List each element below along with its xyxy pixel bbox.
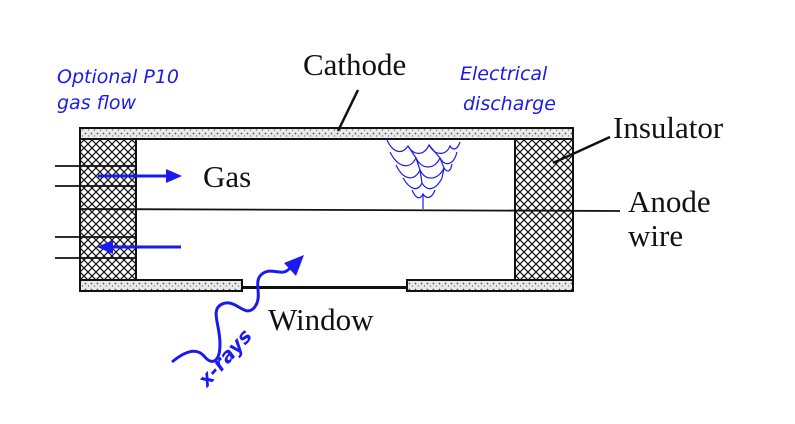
cathode-bottom-wall-right: [406, 279, 574, 292]
anode-wire: [79, 208, 621, 212]
anode-label-line1: Anode: [628, 184, 711, 219]
electrical-discharge-label-line2: discharge: [463, 93, 556, 115]
insulator-right: [514, 138, 574, 281]
insulator-leader-line: [552, 135, 611, 165]
gas-outlet-pipe: [55, 236, 136, 259]
optional-gas-flow-label-line2: gas flow: [57, 92, 137, 114]
cathode-label: Cathode: [303, 47, 406, 82]
xray-arrow: [171, 255, 304, 364]
electrical-discharge-avalanche: [386, 139, 461, 209]
electrical-discharge-label-line1: Electrical: [460, 63, 548, 85]
gas-outflow-arrow: [97, 240, 181, 254]
window-membrane: [242, 286, 407, 289]
optional-gas-flow-label-line1: Optional P10: [57, 66, 179, 88]
insulator-label: Insulator: [613, 110, 724, 145]
xrays-label: x-rays: [192, 324, 257, 392]
window-label: Window: [268, 302, 374, 337]
gas-label: Gas: [203, 159, 251, 194]
cathode-bottom-wall-left: [79, 279, 243, 292]
cathode-leader-line: [336, 89, 360, 132]
cathode-top-wall: [79, 127, 574, 140]
gas-inlet-pipe: [55, 165, 136, 187]
anode-label-line2: wire: [628, 218, 683, 253]
gas-inflow-arrow: [98, 169, 182, 183]
